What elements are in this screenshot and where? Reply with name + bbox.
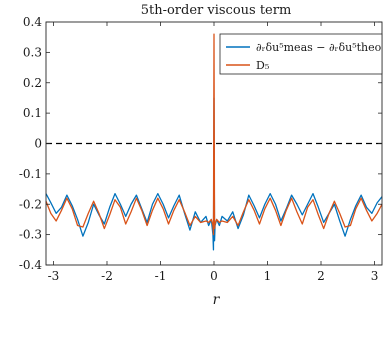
y-tick-label: 0.1: [23, 106, 42, 120]
y-tick-label: -0.4: [19, 258, 43, 272]
y-tick-label: 0: [34, 137, 42, 151]
legend-entry-0: ∂ᵣδu⁵meas − ∂ᵣδu⁵theo: [256, 41, 382, 54]
y-tick-label: -0.2: [19, 197, 42, 211]
x-tick-label: -1: [155, 269, 167, 283]
y-tick-label: 0.2: [23, 76, 42, 90]
x-tick-label: 1: [264, 269, 272, 283]
x-tick-label: -2: [101, 269, 113, 283]
x-axis-label: r: [213, 292, 221, 308]
series-layer: [45, 33, 383, 251]
legend-box: [219, 33, 383, 75]
y-tick-label: -0.1: [19, 167, 42, 181]
legend: ∂ᵣδu⁵meas − ∂ᵣδu⁵theo D₅: [219, 33, 383, 75]
tick-layer: -3 -2 -1 0 1 2 3 -0.4 -0.3 -0.2 -0.1 0 0.1 0.2 0.3 0.4: [19, 15, 382, 283]
legend-entry-1: D₅: [256, 59, 269, 72]
series-line-1: [45, 33, 383, 236]
y-tick-label: -0.3: [19, 228, 42, 242]
chart-title: 5th-order viscous term: [141, 3, 292, 18]
x-tick-label: 3: [371, 269, 379, 283]
x-tick-label: 0: [210, 269, 218, 283]
y-tick-label: 0.4: [23, 15, 42, 29]
y-tick-label: 0.3: [23, 45, 42, 59]
x-tick-label: 2: [317, 269, 325, 283]
x-tick-label: -3: [48, 269, 60, 283]
